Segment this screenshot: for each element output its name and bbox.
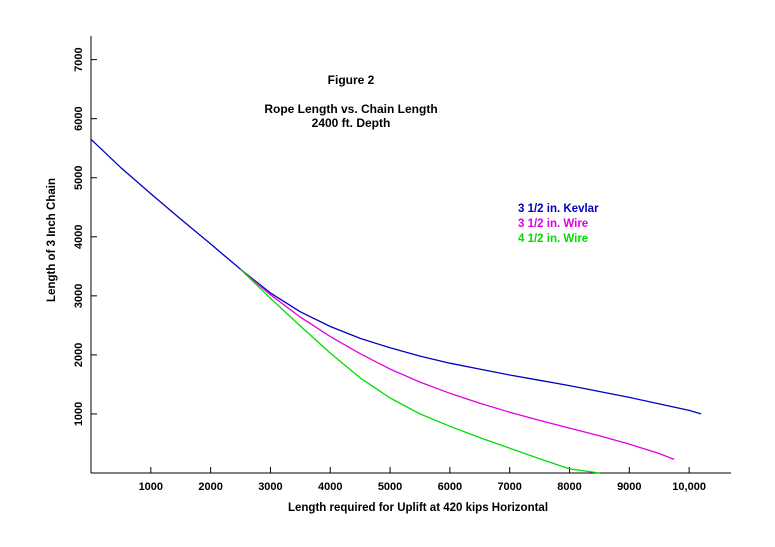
y-tick-label: 6000: [73, 106, 85, 130]
y-tick-label: 2000: [73, 343, 85, 367]
x-tick-label: 3000: [258, 481, 282, 493]
x-tick-label: 7000: [497, 481, 521, 493]
series-lines: [90, 138, 702, 474]
chart-subtitle-line-2: 2400 ft. Depth: [312, 116, 391, 130]
y-tick-label: 1000: [73, 402, 85, 426]
y-axis-label: Length of 3 Inch Chain: [46, 178, 58, 302]
y-tick-label: 3000: [73, 284, 85, 308]
x-axis-label: Length required for Uplift at 420 kips H…: [288, 502, 548, 514]
legend-entry-1: 3 1/2 in. Kevlar: [518, 203, 599, 215]
y-tick-label: 5000: [73, 165, 85, 189]
x-tick-label: 2000: [198, 481, 222, 493]
series-line-2: [240, 268, 675, 461]
x-tick-label: 8000: [557, 481, 581, 493]
legend-entry-3: 4 1/2 in. Wire: [518, 233, 588, 245]
x-tick-label: 9000: [617, 481, 641, 493]
x-tick-label: 10,000: [672, 481, 706, 493]
ticks: 1000 2000 3000 4000 5000 6000 7000 8000 9000 10,0…: [73, 47, 706, 493]
y-tick-label: 7000: [73, 47, 85, 71]
y-tick-label: 4000: [73, 225, 85, 249]
x-tick-label: 4000: [318, 481, 342, 493]
x-tick-label: 5000: [378, 481, 402, 493]
axes: [90, 36, 731, 474]
series-line-1: [90, 138, 702, 415]
legend: 3 1/2 in. Kevlar 3 1/2 in. Wire 4 1/2 in. …: [518, 203, 599, 245]
series-line-3: [240, 268, 600, 474]
legend-entry-2: 3 1/2 in. Wire: [518, 218, 588, 230]
x-tick-label: 6000: [438, 481, 462, 493]
chart-title: Figure 2: [328, 73, 375, 87]
x-tick-label: 1000: [139, 481, 163, 493]
chart-subtitle-line-1: Rope Length vs. Chain Length: [264, 102, 437, 116]
